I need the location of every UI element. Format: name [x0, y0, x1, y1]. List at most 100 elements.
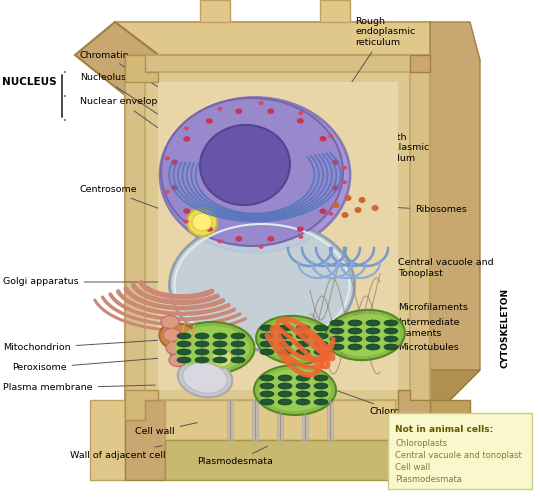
Ellipse shape: [278, 341, 292, 347]
Ellipse shape: [160, 98, 350, 252]
Ellipse shape: [171, 160, 178, 165]
Ellipse shape: [332, 160, 339, 165]
Ellipse shape: [195, 341, 209, 347]
Text: Rough
endoplasmic
reticulum: Rough endoplasmic reticulum: [309, 17, 415, 146]
Polygon shape: [320, 0, 350, 22]
Text: Central vacuole and tonoplast: Central vacuole and tonoplast: [395, 451, 522, 460]
Ellipse shape: [296, 325, 310, 331]
Ellipse shape: [384, 336, 398, 342]
Polygon shape: [430, 400, 470, 480]
Text: Intermediate
filaments: Intermediate filaments: [358, 318, 460, 338]
Ellipse shape: [330, 328, 344, 334]
Polygon shape: [125, 400, 165, 480]
Ellipse shape: [259, 245, 264, 249]
Ellipse shape: [330, 344, 344, 350]
Ellipse shape: [366, 344, 380, 350]
Ellipse shape: [348, 320, 362, 326]
Ellipse shape: [184, 126, 189, 130]
Polygon shape: [145, 72, 410, 400]
Ellipse shape: [278, 391, 292, 397]
Bar: [252, 400, 258, 440]
Ellipse shape: [296, 341, 310, 347]
Ellipse shape: [348, 336, 362, 342]
Text: Peroxisome: Peroxisome: [12, 358, 159, 372]
Ellipse shape: [206, 226, 213, 232]
Bar: [277, 400, 283, 440]
Ellipse shape: [260, 399, 274, 405]
Ellipse shape: [165, 190, 170, 194]
Ellipse shape: [296, 349, 310, 355]
Text: Mitochondrion: Mitochondrion: [3, 340, 159, 352]
Ellipse shape: [278, 349, 292, 355]
Ellipse shape: [345, 195, 352, 201]
Polygon shape: [125, 390, 158, 420]
Ellipse shape: [342, 180, 347, 184]
Ellipse shape: [218, 106, 222, 110]
Polygon shape: [125, 55, 158, 82]
Ellipse shape: [314, 391, 328, 397]
Ellipse shape: [333, 202, 340, 208]
Text: Cell wall: Cell wall: [135, 422, 197, 436]
Ellipse shape: [174, 326, 249, 370]
Ellipse shape: [260, 333, 274, 339]
Polygon shape: [75, 22, 165, 95]
Text: NUCLEUS: NUCLEUS: [2, 77, 57, 87]
Ellipse shape: [254, 365, 336, 415]
Ellipse shape: [330, 336, 344, 342]
Text: Plasma membrane: Plasma membrane: [3, 384, 155, 392]
Text: Nuclear envelope: Nuclear envelope: [80, 98, 173, 138]
Ellipse shape: [231, 349, 245, 355]
Ellipse shape: [170, 220, 354, 350]
Ellipse shape: [187, 208, 217, 236]
Ellipse shape: [328, 212, 333, 216]
Text: Smooth
endoplasmic
reticulum: Smooth endoplasmic reticulum: [341, 133, 430, 252]
Polygon shape: [115, 22, 480, 60]
Ellipse shape: [213, 349, 227, 355]
Ellipse shape: [177, 349, 191, 355]
Text: Wall of adjacent cell: Wall of adjacent cell: [70, 446, 166, 460]
Ellipse shape: [235, 236, 242, 242]
Ellipse shape: [314, 383, 328, 389]
Ellipse shape: [314, 375, 328, 381]
Ellipse shape: [384, 320, 398, 326]
Ellipse shape: [261, 320, 329, 360]
Ellipse shape: [296, 383, 310, 389]
Ellipse shape: [260, 375, 274, 381]
Ellipse shape: [296, 391, 310, 397]
Ellipse shape: [314, 399, 328, 405]
Bar: [227, 400, 233, 440]
Ellipse shape: [384, 344, 398, 350]
Ellipse shape: [330, 314, 400, 356]
Ellipse shape: [296, 375, 310, 381]
Ellipse shape: [314, 341, 328, 347]
Text: Centrosome: Centrosome: [80, 186, 192, 221]
Ellipse shape: [163, 328, 181, 342]
Ellipse shape: [231, 357, 245, 363]
Ellipse shape: [260, 341, 274, 347]
Text: Chloroplasts: Chloroplasts: [395, 439, 447, 448]
Polygon shape: [165, 400, 395, 440]
Text: Golgi apparatus: Golgi apparatus: [3, 278, 162, 286]
Ellipse shape: [342, 166, 347, 170]
Ellipse shape: [366, 328, 380, 334]
Ellipse shape: [184, 220, 189, 224]
Ellipse shape: [372, 205, 379, 211]
Polygon shape: [430, 22, 480, 420]
Ellipse shape: [314, 325, 328, 331]
Ellipse shape: [171, 185, 178, 190]
Text: CYTOSKELETON: CYTOSKELETON: [500, 288, 509, 368]
Polygon shape: [125, 55, 430, 420]
Text: Plasmodesmata: Plasmodesmata: [197, 446, 273, 466]
Ellipse shape: [206, 118, 213, 124]
Ellipse shape: [348, 328, 362, 334]
Text: Nucleolus: Nucleolus: [80, 74, 233, 164]
Ellipse shape: [366, 336, 380, 342]
Polygon shape: [395, 400, 430, 480]
Ellipse shape: [200, 125, 290, 205]
Ellipse shape: [296, 399, 310, 405]
Bar: [302, 400, 308, 440]
Ellipse shape: [177, 333, 191, 339]
Ellipse shape: [170, 322, 254, 374]
Polygon shape: [410, 55, 430, 72]
Ellipse shape: [195, 357, 209, 363]
